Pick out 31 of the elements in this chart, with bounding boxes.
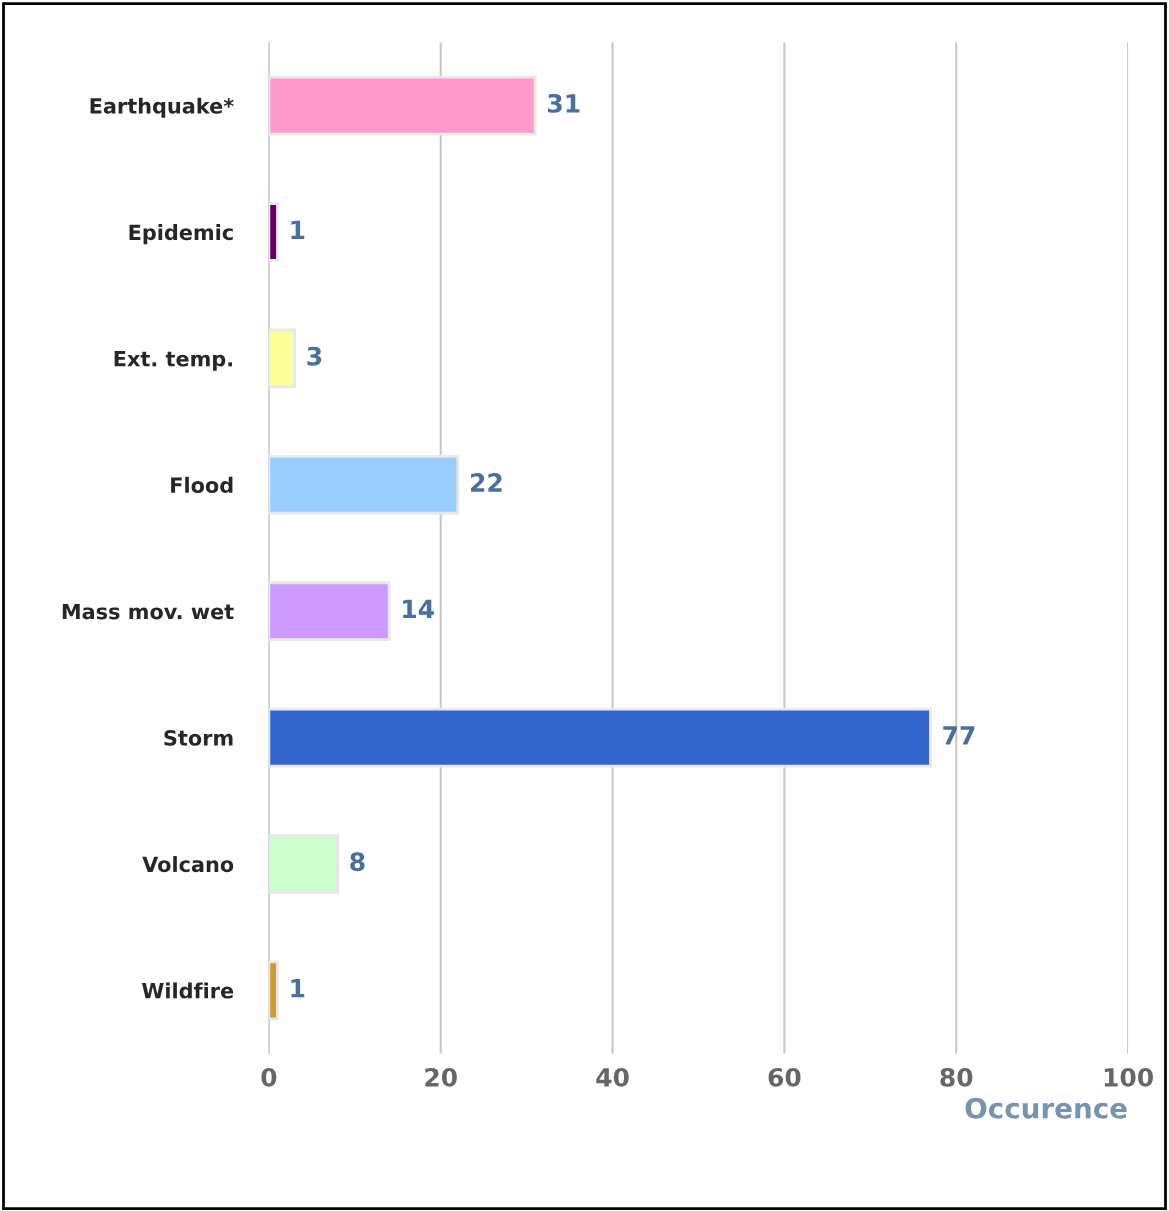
bar <box>268 834 339 894</box>
data-label: 31 <box>548 93 580 113</box>
x-tick-label: 80 <box>940 1067 973 1087</box>
y-tick-label: Ext. temp. <box>114 351 233 371</box>
data-label: 1 <box>291 979 305 998</box>
data-label: 77 <box>943 726 975 745</box>
bar <box>268 960 279 1021</box>
y-tick-label: Epidemic <box>129 224 233 245</box>
x-tick-label: 40 <box>596 1067 629 1087</box>
data-label: 14 <box>403 599 434 619</box>
y-tick-label: Mass mov. wet <box>62 603 234 620</box>
bar <box>268 707 932 768</box>
x-tick-label: 100 <box>1104 1067 1153 1087</box>
data-label: 1 <box>291 220 305 239</box>
bar <box>268 75 537 136</box>
y-tick-label: Storm <box>164 730 233 746</box>
data-label: 8 <box>350 852 365 872</box>
x-axis-title: Occurence <box>965 1097 1127 1119</box>
bar <box>268 202 279 262</box>
data-label: 3 <box>307 346 322 366</box>
bar <box>268 454 460 515</box>
bar <box>268 328 297 389</box>
bar <box>268 581 391 642</box>
y-tick-label: Volcano <box>142 856 234 873</box>
y-tick-label: Earthquake* <box>90 97 234 118</box>
data-label: 22 <box>470 473 502 492</box>
y-tick-label: Wildfire <box>141 982 234 999</box>
x-tick-label: 0 <box>261 1067 277 1087</box>
y-tick-label: Flood <box>171 476 233 493</box>
x-tick-label: 20 <box>425 1067 457 1087</box>
x-tick-label: 60 <box>768 1067 801 1087</box>
